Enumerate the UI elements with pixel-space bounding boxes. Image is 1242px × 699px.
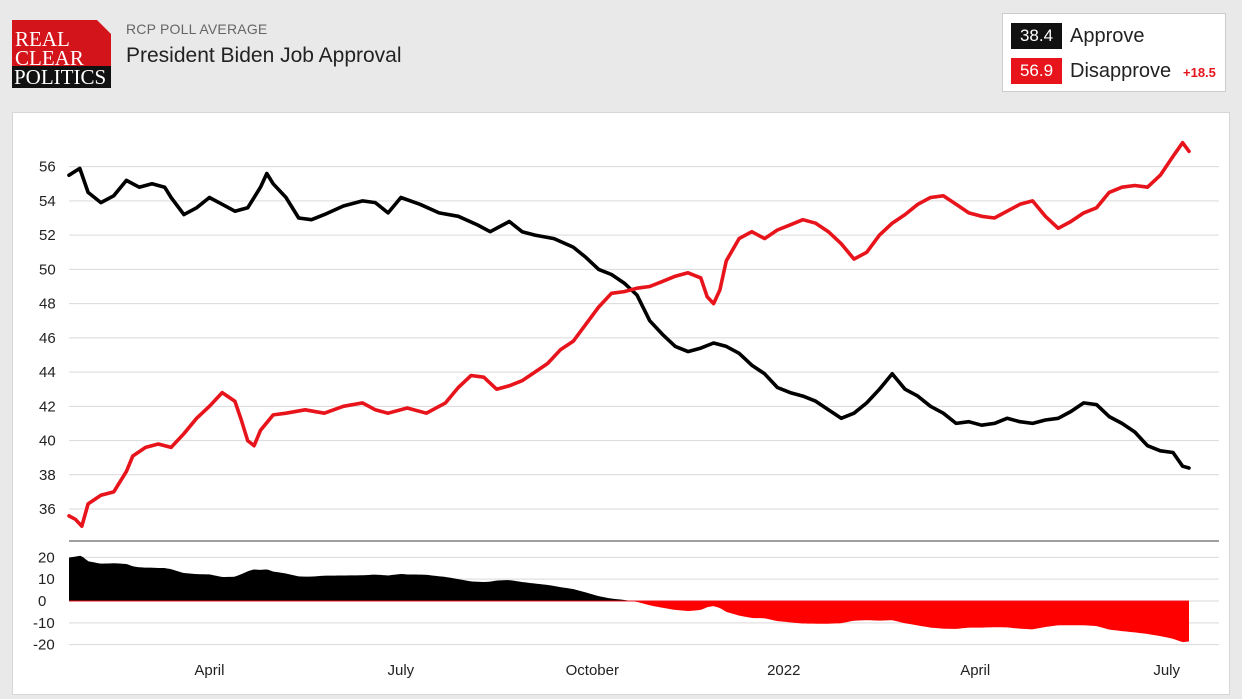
spread-y-tick-label: 10 — [38, 571, 55, 588]
y-tick-label: 36 — [39, 501, 56, 518]
spread-area-positive — [69, 555, 1189, 601]
y-tick-label: 42 — [39, 398, 56, 415]
y-tick-label: 44 — [39, 364, 56, 381]
chart-kicker: RCP POLL AVERAGE — [126, 21, 268, 37]
rcp-logo[interactable]: REAL CLEAR POLITICS — [12, 20, 111, 88]
x-tick-label: 2022 — [767, 662, 800, 679]
disapprove-value-badge: 56.9 — [1011, 58, 1062, 84]
spread-value: +18.5 — [1183, 65, 1216, 80]
approval-chart[interactable]: 36 38 40 42 44 46 48 50 52 54 56 20 10 0 -10 -20 April Ju… — [13, 113, 1229, 694]
chart-title: President Biden Job Approval — [126, 44, 402, 67]
legend-box: 38.4 Approve 56.9 Disapprove +18.5 — [1002, 13, 1226, 92]
spread-y-tick-label: -10 — [33, 615, 55, 632]
series-line-disapprove — [67, 140, 1191, 528]
logo-fold-corner — [97, 20, 111, 34]
series-line-approve — [67, 166, 1191, 470]
y-tick-label: 56 — [39, 159, 56, 176]
approve-value-badge: 38.4 — [1011, 23, 1062, 49]
x-tick-label: July — [388, 662, 415, 679]
y-tick-label: 50 — [39, 261, 56, 278]
spread-y-tick-label: -20 — [33, 637, 55, 654]
spread-area-negative — [69, 601, 1189, 643]
x-tick-label: April — [960, 662, 990, 679]
approve-label: Approve — [1070, 25, 1145, 47]
y-tick-label: 40 — [39, 433, 56, 450]
y-tick-label: 46 — [39, 330, 56, 347]
disapprove-label: Disapprove — [1070, 60, 1172, 82]
logo-line-1: REAL — [15, 27, 70, 51]
logo-line-2: CLEAR — [15, 46, 84, 70]
y-tick-label: 38 — [39, 467, 56, 484]
chart-panel: 36 38 40 42 44 46 48 50 52 54 56 20 10 0 -10 -20 April Ju… — [12, 112, 1230, 695]
y-tick-label: 54 — [39, 193, 56, 210]
logo-line-3: POLITICS — [12, 66, 111, 88]
y-tick-label: 48 — [39, 296, 56, 313]
spread-y-tick-label: 20 — [38, 549, 55, 566]
x-tick-label: April — [194, 662, 224, 679]
x-tick-label: July — [1153, 662, 1180, 679]
spread-y-tick-label: 0 — [38, 593, 46, 610]
x-tick-label: October — [566, 662, 619, 679]
y-tick-label: 52 — [39, 227, 56, 244]
